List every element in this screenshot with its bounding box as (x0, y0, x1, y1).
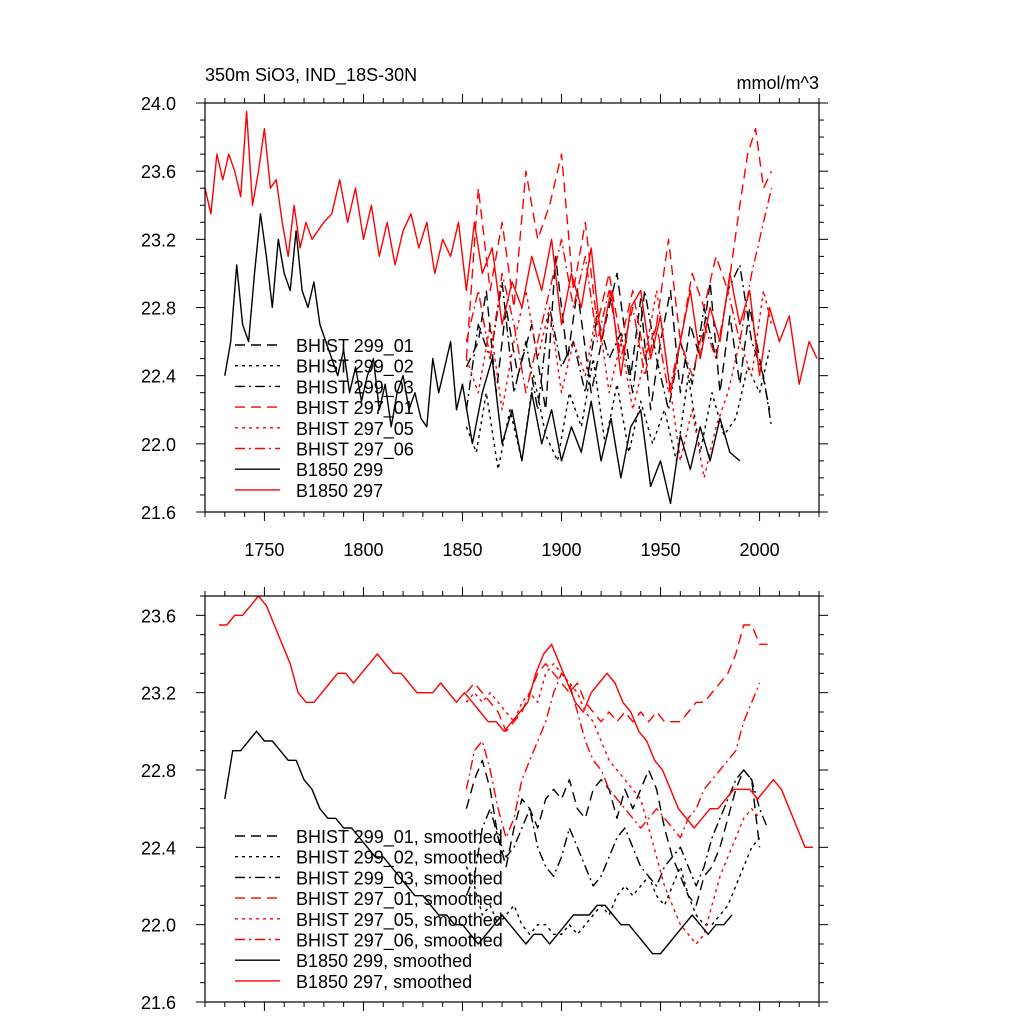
legend-label: BHIST 297_01, smoothed (296, 889, 503, 910)
legend-label: BHIST 299_02, smoothed (296, 848, 503, 869)
legend-label: BHIST 297_06, smoothed (296, 931, 503, 952)
legend-label: BHIST 297_06 (296, 440, 414, 461)
series-line-3 (465, 769, 769, 896)
series-line-2 (465, 837, 761, 935)
x-tick-label: 1950 (641, 540, 681, 560)
y-tick-label: 22.8 (141, 761, 176, 781)
y-tick-label: 22.8 (141, 299, 176, 319)
x-tick-label: 1800 (343, 540, 383, 560)
y-tick-label: 22.0 (141, 435, 176, 455)
legend-label: BHIST 297_05, smoothed (296, 910, 503, 931)
series-line-4 (465, 624, 768, 732)
legend-label: B1850 297, smoothed (296, 972, 472, 992)
y-tick-label: 24.0 (141, 94, 176, 114)
legend-label: BHIST 299_01, smoothed (296, 827, 503, 848)
legend-label: BHIST 299_03, smoothed (296, 868, 503, 889)
legend-label: B1850 297 (296, 481, 383, 501)
legend-label: B1850 299, smoothed (296, 951, 472, 971)
x-tick-label: 1900 (541, 540, 581, 560)
legend-label: BHIST 299_02 (296, 357, 414, 378)
y-tick-label: 23.2 (141, 684, 176, 704)
x-tick-label: 2000 (740, 540, 780, 560)
y-tick-label: 21.6 (141, 503, 176, 523)
series-line-7 (224, 730, 733, 955)
series-line-5 (465, 289, 773, 479)
units-label: mmol/m^3 (737, 73, 819, 93)
plot-frame (204, 595, 820, 1003)
chart-title: 350m SiO3, IND_18S-30N (205, 65, 417, 86)
series-line-7 (224, 213, 741, 505)
series-line-1 (465, 255, 771, 411)
panel-1: 350m SiO3, IND_18S-30N mmol/m^3 1750 1800 18… (141, 65, 828, 560)
series-line-8 (205, 110, 818, 394)
y-tick-label: 21.6 (141, 993, 176, 1013)
legend-label: BHIST 297_05 (296, 419, 414, 440)
y-tick-label: 23.6 (141, 162, 176, 182)
legend-label: B1850 299 (296, 460, 383, 480)
legend-label: BHIST 297_01 (296, 398, 414, 419)
series-group (218, 596, 814, 955)
panel-2: 21.6 22.0 22.4 22.8 23.2 23.6 BHIST 299_01, sm… (141, 587, 828, 1013)
x-tick-label: 1750 (244, 540, 284, 560)
y-tick-label: 23.2 (141, 230, 176, 250)
y-tick-label: 22.4 (141, 838, 176, 858)
series-group (205, 110, 818, 505)
series-line-4 (465, 127, 773, 360)
x-tick-label: 1850 (442, 540, 482, 560)
legend-label: BHIST 299_03 (296, 377, 414, 398)
series-line-8 (218, 596, 814, 848)
y-tick-label: 23.6 (141, 606, 176, 626)
legend-label: BHIST 299_01 (296, 336, 414, 357)
y-tick-label: 22.0 (141, 916, 176, 936)
y-tick-label: 22.4 (141, 367, 176, 387)
series-line-6 (465, 672, 761, 839)
series-line-1 (465, 759, 761, 906)
